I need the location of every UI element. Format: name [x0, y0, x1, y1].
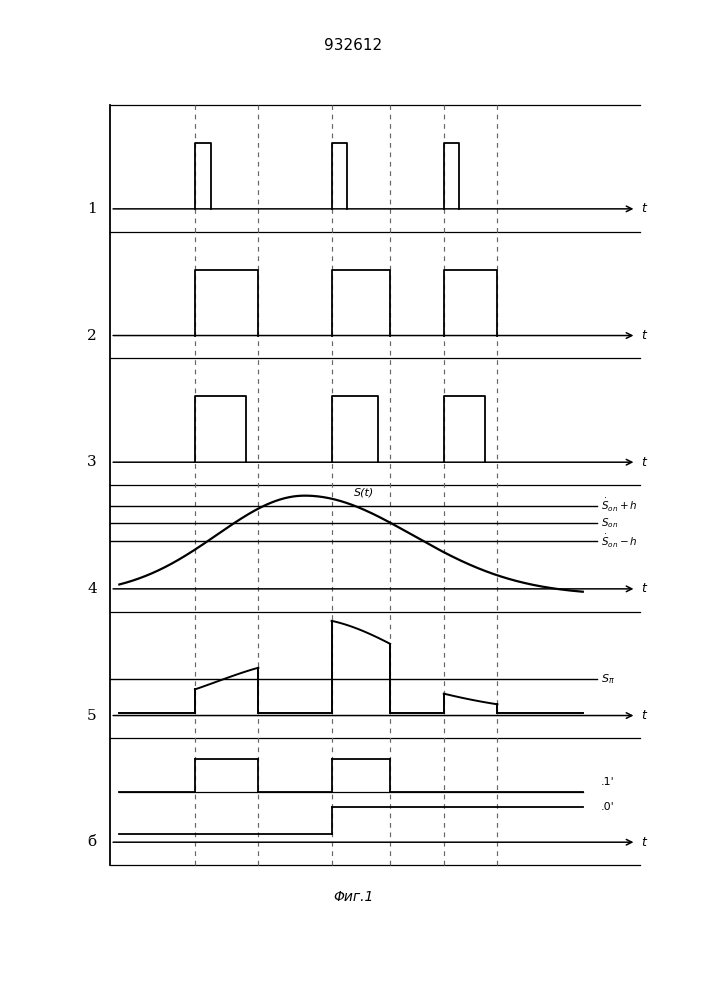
Text: t: t — [641, 836, 646, 849]
Text: 4: 4 — [87, 582, 97, 596]
Text: $S_{\pi}$: $S_{\pi}$ — [601, 672, 615, 686]
Text: 932612: 932612 — [325, 38, 382, 53]
Text: .1': .1' — [601, 777, 614, 787]
Text: $\mathit{S}_{on}$: $\mathit{S}_{on}$ — [601, 517, 618, 530]
Text: t: t — [641, 456, 646, 469]
Text: б: б — [88, 835, 97, 849]
Text: 3: 3 — [87, 455, 97, 469]
Text: S(t): S(t) — [354, 487, 374, 497]
Text: 5: 5 — [87, 709, 97, 723]
Text: Φиг.1: Φиг.1 — [333, 890, 374, 904]
Text: t: t — [641, 329, 646, 342]
Text: $\dot{S}_{on}+h$: $\dot{S}_{on}+h$ — [601, 497, 638, 514]
Text: $\dot{S}_{on}-h$: $\dot{S}_{on}-h$ — [601, 533, 638, 550]
Text: 1: 1 — [87, 202, 97, 216]
Text: .0': .0' — [601, 802, 614, 812]
Text: t: t — [641, 582, 646, 595]
Text: 2: 2 — [87, 329, 97, 343]
Text: t: t — [641, 709, 646, 722]
Text: t: t — [641, 202, 646, 215]
